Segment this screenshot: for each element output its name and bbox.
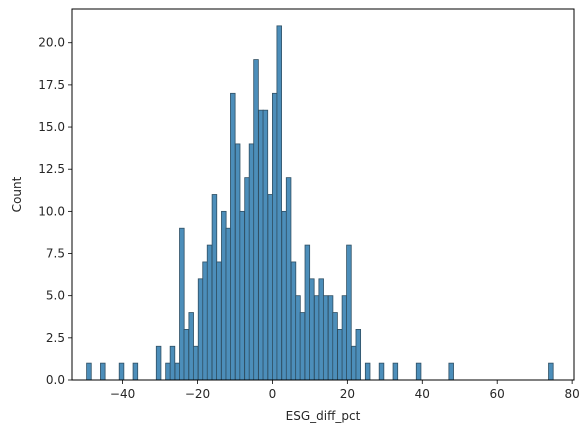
y-tick-label: 12.5 [38,162,65,176]
histogram-bar [174,362,181,381]
histogram-bar [415,362,422,381]
histogram-bar [169,345,176,381]
y-axis-label: Count [10,176,24,212]
y-tick-label: 5.0 [46,289,65,303]
histogram-bar [225,227,232,381]
histogram-bar [192,345,199,381]
y-tick-label: 20.0 [38,36,65,50]
histogram-bar [244,177,250,381]
x-tick-label: 80 [564,387,579,401]
histogram-bar [216,261,222,381]
histogram-bar [100,362,106,381]
histogram-bar [132,362,139,381]
x-tick-label: 0 [269,387,277,401]
histogram-bar [290,261,297,381]
histogram-bar [364,362,371,381]
histogram-bar [281,210,287,381]
plot-frame [71,8,575,381]
histogram-bar [272,92,278,381]
y-tick-label: 2.5 [46,331,65,345]
histogram-bar [188,312,194,381]
histogram-bar [295,295,301,381]
histogram-bar [309,278,315,381]
histogram-bar [262,109,269,381]
y-tick-label: 10.0 [38,204,65,218]
histogram-bar [327,295,334,381]
histogram-bar [346,244,352,381]
histogram-bar [248,143,255,381]
histogram-bar [118,362,125,381]
y-tick-label: 0.0 [46,373,65,387]
histogram-bar [258,109,264,381]
histogram-bar [392,362,399,381]
histogram-bar [197,278,204,381]
histogram-bars [86,25,554,381]
histogram-bar [378,362,385,381]
x-tick-label: −20 [185,387,210,401]
x-axis: −40 −20 0 20 40 60 80 [110,380,580,401]
y-axis: 0.0 2.5 5.0 7.5 10.0 12.5 15.0 17.5 20.0 [38,36,72,387]
histogram-bar [332,312,338,381]
histogram-bar [304,244,311,381]
histogram-bar [267,194,273,381]
y-tick-label: 15.0 [38,120,65,134]
histogram-bar [165,362,171,381]
histogram-bar [322,295,329,381]
histogram-bar [183,329,190,381]
histogram-bar [313,295,320,381]
histogram-bar [239,210,245,381]
histogram-bar [337,329,343,381]
histogram-bar [179,227,185,381]
x-tick-label: 40 [415,387,430,401]
histogram-bar [341,295,348,381]
histogram-bar [448,362,454,381]
x-tick-label: −40 [110,387,135,401]
histogram-bar [318,278,324,381]
x-tick-label: 60 [490,387,505,401]
histogram-bar [155,345,162,381]
histogram-bar [230,92,236,381]
histogram-bar [285,177,292,381]
histogram-bar [202,261,208,381]
histogram-bar [221,210,227,381]
histogram-bar [299,312,306,381]
histogram-bar [351,345,357,381]
histogram-bar [206,244,213,381]
x-tick-label: 20 [340,387,355,401]
histogram-bar [234,143,241,381]
histogram-bar [548,362,554,381]
histogram-bar [276,25,282,381]
y-tick-label: 17.5 [38,78,65,92]
histogram-bar [86,362,92,381]
x-axis-label: ESG_diff_pct [286,409,361,423]
histogram-bar [253,59,259,381]
y-tick-label: 7.5 [46,247,65,261]
histogram-bar [355,329,362,381]
histogram-bar [211,194,218,381]
